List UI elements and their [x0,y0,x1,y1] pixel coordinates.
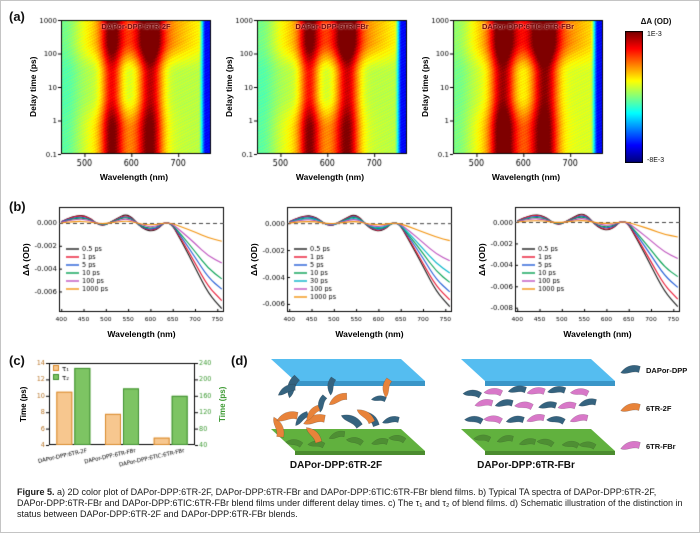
material-legend: DAPor-DPP 6TR-2F 6TR-FBr [617,363,699,477]
diagram-label: DAPor-DPP:6TR-FBr [477,460,575,471]
spectra-panel-6tic-6tr-fbr: ΔA (OD) Wavelength (nm) [477,201,687,345]
dapor-dpp-ribbon-icon [620,365,641,374]
6tr-2f-ribbon-icon [620,403,641,412]
morphology-diagram-6tr-fbr [461,359,615,455]
heatmap-panel-6tr-fbr: DAPor-DPP:6TR-FBr Delay time (ps) Wavele… [223,15,413,191]
spectra-canvas [249,201,459,329]
x-axis-label: Wavelength (nm) [491,172,561,182]
legend-label: 6TR-FBr [646,441,676,451]
legend-item-6tr-fbr: 6TR-FBr [617,439,699,453]
y-axis-label: ΔA (OD) [21,243,31,276]
colorbar: ΔA (OD) 1E-3 -8E-3 [613,17,699,185]
spectra-canvas [477,201,687,329]
morphology-diagram-6tr-2f [271,359,425,455]
x-axis-label: Wavelength (nm) [99,172,169,182]
x-axis-label: Wavelength (nm) [107,329,176,339]
lifetime-bar-chart: Time (ps) Time (ps) [19,353,227,483]
colorbar-max-label: 1E-3 [647,31,662,38]
legend-label: DAPor-DPP [646,365,688,375]
panel-d-label: (d) [231,353,248,368]
bar-chart-canvas [19,353,227,481]
colorbar-gradient [625,31,643,163]
heatmap-title: DAPor-DPP:6TR-FBr [295,22,369,31]
right-y-axis-label: Time (ps) [218,386,227,422]
heatmap-canvas [223,15,413,173]
heatmap-canvas [27,15,217,173]
panel-a-label: (a) [9,9,25,24]
6tr-fbr-ribbon-icon [620,441,641,450]
y-axis-label: Delay time (ps) [28,56,38,118]
figure-caption: Figure 5. a) 2D color plot of DAPor-DPP:… [17,487,685,520]
heatmap-panel-6tic-6tr-fbr: DAPor-DPP:6TIC:6TR-FBr Delay time (ps) W… [419,15,609,191]
caption-text: a) 2D color plot of DAPor-DPP:6TR-2F, DA… [17,487,683,519]
spectra-panel-6tr-2f: ΔA (OD) Wavelength (nm) [21,201,231,345]
heatmap-title: DAPor-DPP:6TR-2F [101,22,171,31]
diagram-label: DAPor-DPP:6TR-2F [289,460,383,471]
y-axis-label: ΔA (OD) [249,243,259,276]
colorbar-title: ΔA (OD) [640,17,672,26]
legend-label: 6TR-2F [646,403,672,413]
heatmap-title: DAPor-DPP:6TIC:6TR-FBr [481,22,575,31]
y-axis-label: Delay time (ps) [420,56,430,118]
heatmap-panel-6tr-2f: DAPor-DPP:6TR-2F Delay time (ps) Wavelen… [27,15,217,191]
spectra-canvas [21,201,231,329]
x-axis-label: Wavelength (nm) [563,329,632,339]
legend-item-dapor-dpp: DAPor-DPP [617,363,699,377]
x-axis-label: Wavelength (nm) [335,329,404,339]
y-axis-label: ΔA (OD) [477,243,487,276]
colorbar-min-label: -8E-3 [647,157,665,164]
y-axis-label: Delay time (ps) [224,56,234,118]
heatmap-canvas [419,15,609,173]
caption-label: Figure 5. [17,487,55,497]
legend-item-6tr-2f: 6TR-2F [617,401,699,415]
x-axis-label: Wavelength (nm) [295,172,365,182]
left-y-axis-label: Time (ps) [19,386,28,422]
spectra-panel-6tr-fbr: ΔA (OD) Wavelength (nm) [249,201,459,345]
